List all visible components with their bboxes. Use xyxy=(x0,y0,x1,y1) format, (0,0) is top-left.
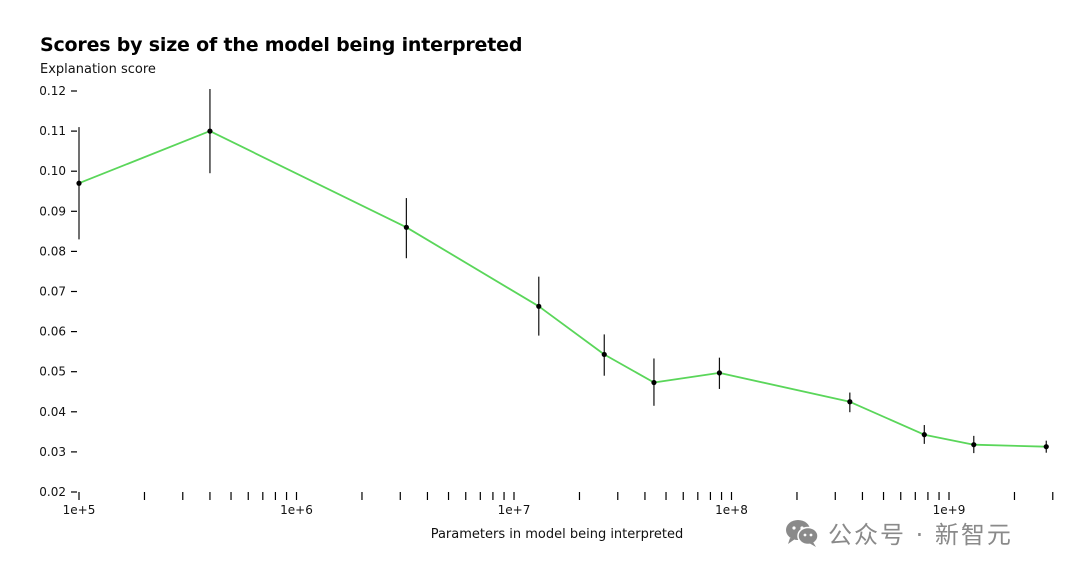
y-tick-label: 0.02 xyxy=(39,485,66,499)
y-tick-label: 0.12 xyxy=(39,84,66,98)
data-point xyxy=(207,128,213,134)
data-point xyxy=(403,224,409,230)
watermark: 公众号 · 新智元 xyxy=(784,515,1013,550)
watermark-text: 公众号 · 新智元 xyxy=(828,521,1013,549)
y-tick-label: 0.05 xyxy=(39,365,66,379)
x-tick-label: 1e+6 xyxy=(280,503,313,517)
x-tick-label: 1e+5 xyxy=(63,503,96,517)
y-tick-label: 0.09 xyxy=(39,204,66,218)
data-point xyxy=(601,351,607,358)
y-tick-label: 0.07 xyxy=(39,285,66,299)
y-tick-label: 0.06 xyxy=(39,325,66,339)
y-tick-label: 0.08 xyxy=(39,244,66,258)
y-axis: 0.12 0.11 0.10 0.09 0.08 0.07 0.06 0.05 0.04 0.03… xyxy=(39,84,77,499)
data-point xyxy=(536,303,542,309)
data-point xyxy=(76,180,82,186)
y-tick-label: 0.10 xyxy=(39,164,66,178)
x-tick-label: 1e+7 xyxy=(498,503,531,517)
data-point xyxy=(1043,444,1049,450)
y-tick-label: 0.11 xyxy=(39,124,66,138)
x-axis: 1e+5 1e+6 1e+7 1e+8 1e+9 xyxy=(63,492,1054,517)
x-axis-label: Parameters in model being interpreted xyxy=(431,527,684,542)
data-point xyxy=(716,370,723,376)
y-tick-label: 0.04 xyxy=(39,405,66,419)
data-point xyxy=(921,432,927,438)
data-point xyxy=(971,442,977,448)
chart-title: Scores by size of the model being interp… xyxy=(40,34,523,56)
x-tick-label: 1e+8 xyxy=(715,503,748,517)
y-tick-label: 0.03 xyxy=(39,445,66,459)
data-point xyxy=(651,379,657,386)
series-line xyxy=(78,130,1047,448)
wechat-icon xyxy=(786,519,819,547)
y-axis-label: Explanation score xyxy=(40,62,156,77)
data-point xyxy=(847,399,853,405)
series-layer xyxy=(76,88,1049,454)
x-tick-label: 1e+9 xyxy=(933,503,966,517)
